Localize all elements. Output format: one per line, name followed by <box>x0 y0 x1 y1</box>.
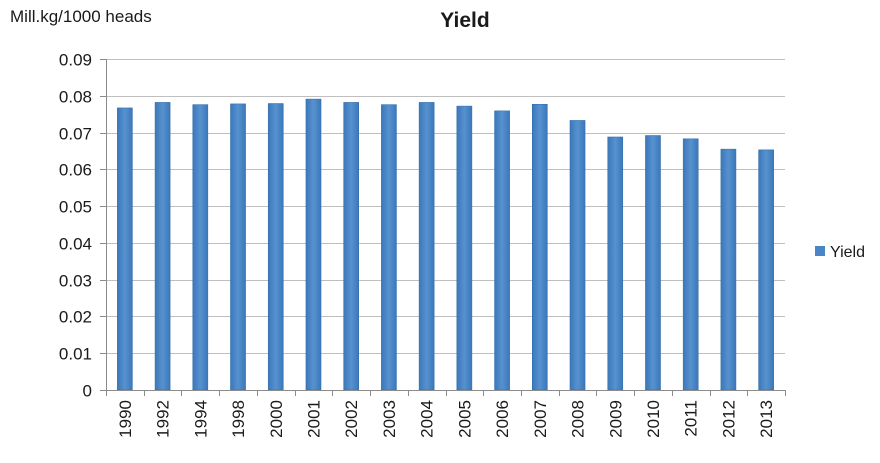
y-tick-label: 0.01 <box>59 345 92 364</box>
x-tick-label: 2012 <box>719 400 738 438</box>
x-tick-labels: 1990 1992 1994 1998 2000 2001 2002 2003 2004 2005… <box>116 400 776 438</box>
x-tick-label: 1994 <box>191 400 210 438</box>
x-tick-label: 2006 <box>493 400 512 438</box>
y-tick-label: 0.07 <box>59 125 92 144</box>
x-tick-label: 2004 <box>418 400 437 438</box>
legend-swatch <box>815 246 825 256</box>
y-tick-label: 0.06 <box>59 161 92 180</box>
bar-2005 <box>456 105 473 391</box>
gridlines <box>100 59 785 391</box>
legend: Yield <box>815 244 865 261</box>
axes <box>106 59 786 396</box>
x-tick-label: 2003 <box>380 400 399 438</box>
bar-2008 <box>569 120 586 391</box>
x-tick-label: 1990 <box>116 400 135 438</box>
bar-2002 <box>343 102 359 391</box>
bar-2010 <box>645 135 661 391</box>
bar-2000 <box>267 103 284 391</box>
y-axis-label: Mill.kg/1000 heads <box>10 7 152 26</box>
x-tick-label: 2000 <box>267 400 286 438</box>
chart-title: Yield <box>440 9 489 32</box>
x-tick-label: 1998 <box>229 400 248 438</box>
bar-1990 <box>117 107 133 391</box>
bar-2007 <box>532 103 548 391</box>
x-tick-label: 2011 <box>682 400 701 437</box>
y-tick-label: 0.03 <box>59 272 92 291</box>
x-tick-label: 2007 <box>531 400 550 438</box>
y-tick-label: 0 <box>83 382 92 401</box>
x-tick-label: 2008 <box>569 400 588 438</box>
bar-2001 <box>305 98 322 391</box>
bar-1998 <box>230 103 246 391</box>
bar-2011 <box>682 138 699 391</box>
legend-label: Yield <box>830 244 865 261</box>
x-tick-label: 1992 <box>154 400 173 438</box>
y-tick-label: 0.08 <box>59 88 92 107</box>
bar-2004 <box>418 102 435 391</box>
x-tick-label: 2009 <box>606 400 625 438</box>
bars <box>117 98 774 391</box>
bar-1994 <box>192 104 209 391</box>
x-tick-label: 2010 <box>644 400 663 438</box>
y-tick-label: 0.02 <box>59 308 92 327</box>
bar-2003 <box>381 104 397 391</box>
y-tick-label: 0.09 <box>59 51 92 70</box>
y-tick-labels: 0 0.01 0.02 0.03 0.04 0.05 0.06 0.07 0.08 0.09 <box>59 51 92 401</box>
bar-2012 <box>720 148 737 391</box>
y-tick-label: 0.05 <box>59 198 92 217</box>
bar-2009 <box>607 136 624 391</box>
bar-2006 <box>494 110 510 391</box>
y-tick-label: 0.04 <box>59 235 92 254</box>
bar-2013 <box>758 149 774 391</box>
x-tick-label: 2005 <box>455 400 474 438</box>
x-tick-label: 2001 <box>304 400 323 438</box>
bar-1992 <box>154 102 171 391</box>
x-tick-label: 2002 <box>342 400 361 438</box>
x-tick-label: 2013 <box>757 400 776 438</box>
